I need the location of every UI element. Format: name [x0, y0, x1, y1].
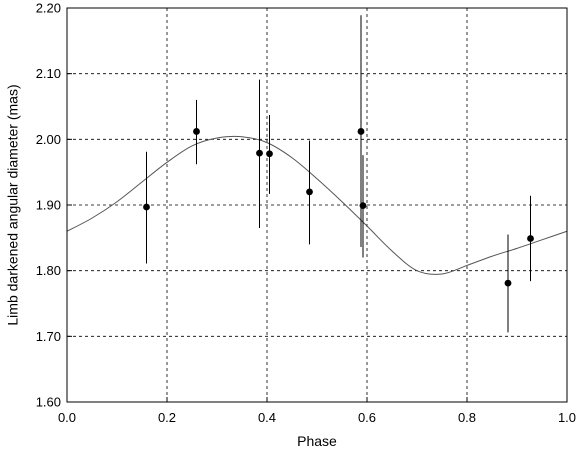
x-tick-label: 0.2 [158, 410, 176, 425]
x-tick-label: 0.6 [358, 410, 376, 425]
data-point [306, 188, 313, 196]
data-point-group [266, 115, 273, 194]
x-tick-label: 0.8 [458, 410, 476, 425]
data-point [504, 279, 512, 287]
y-tick-label: 2.20 [36, 1, 61, 16]
axis-ticks: 0.0 0.2 0.4 0.6 0.8 1.0 1.60 1.70 1.80 1.90 2.00 2.… [36, 1, 576, 426]
data-point-group [306, 140, 313, 245]
y-tick-label: 2.00 [36, 132, 61, 147]
fit-curve [66, 135, 568, 275]
data-point [193, 128, 200, 135]
data-point-group [143, 151, 150, 264]
x-tick-label: 0.4 [258, 410, 276, 425]
y-axis-title: Limb darkened angular diameter (mas) [5, 84, 21, 325]
data-point-group [527, 195, 534, 282]
data-point-group [504, 234, 512, 333]
data-point-group [359, 155, 367, 258]
y-tick-label: 1.70 [36, 329, 61, 344]
data-point [357, 128, 365, 135]
fit-curve-layer [66, 135, 568, 275]
data-point-group [193, 99, 200, 165]
data-point [256, 149, 263, 157]
y-tick-label: 2.10 [36, 66, 61, 81]
data-point [359, 202, 367, 210]
x-tick-label: 0.0 [58, 410, 76, 425]
y-tick-label: 1.90 [36, 198, 61, 213]
y-tick-label: 1.60 [36, 395, 61, 410]
x-tick-label: 1.0 [558, 410, 576, 425]
grid [67, 8, 567, 402]
data-points-layer [143, 15, 534, 333]
y-tick-label: 1.80 [36, 263, 61, 278]
data-point-group [256, 79, 263, 228]
data-point [143, 203, 150, 211]
data-point [527, 235, 534, 242]
data-point [266, 150, 273, 158]
x-axis-title: Phase [297, 433, 337, 449]
